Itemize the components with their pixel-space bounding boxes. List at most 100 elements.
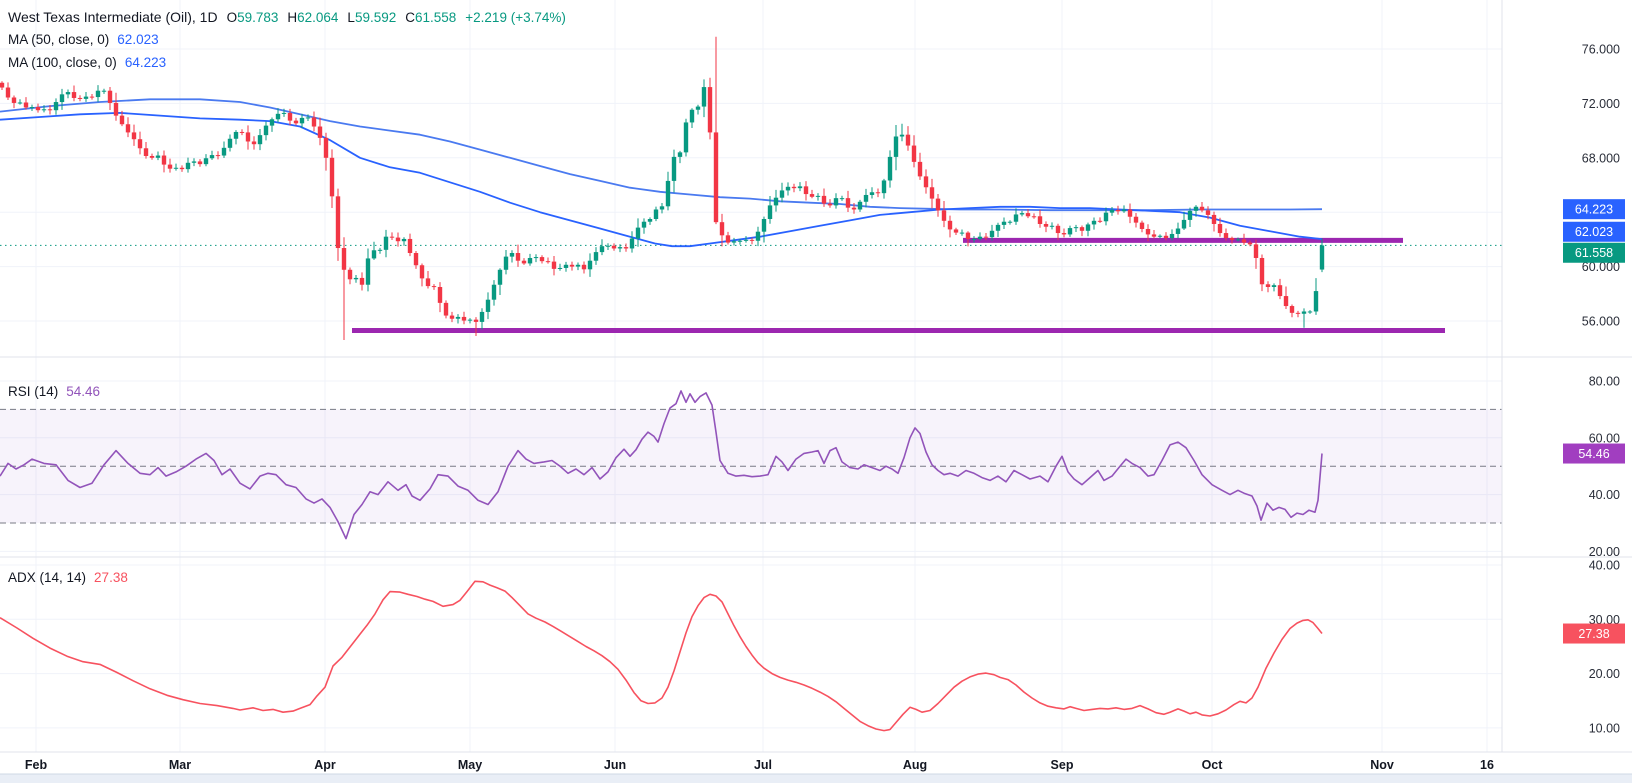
candle-body — [1265, 284, 1271, 287]
candle-body — [251, 141, 257, 145]
candle-body — [809, 194, 815, 197]
candle-body — [569, 264, 575, 267]
adx-legend-row[interactable]: ADX (14, 14) 27.38 — [8, 570, 128, 586]
candle-body — [1013, 214, 1019, 222]
candle-body — [107, 90, 113, 103]
candle-body — [275, 113, 281, 120]
candle-body — [467, 319, 473, 321]
time-axis-label: Mar — [169, 758, 191, 772]
price-axis-badge — [1563, 199, 1625, 220]
adx-axis-label: 20.00 — [1589, 667, 1620, 681]
candle-body — [1007, 221, 1013, 223]
candle-body — [1247, 242, 1253, 245]
candle-body — [65, 92, 71, 95]
candle-body — [1061, 233, 1067, 235]
price-axis-label: 60.000 — [1582, 260, 1620, 274]
candle-body — [1157, 235, 1163, 237]
adx-axis-label: 10.00 — [1589, 721, 1620, 735]
candle-body — [785, 186, 791, 191]
price-axis-label: 56.000 — [1582, 315, 1620, 329]
candle-body — [353, 277, 359, 280]
candle-body — [485, 299, 491, 312]
candle-body — [533, 257, 539, 259]
candle-body — [1181, 219, 1187, 229]
candle-body — [119, 115, 125, 125]
candle-body — [851, 207, 857, 210]
candle-body — [1271, 285, 1277, 287]
candle-body — [881, 180, 887, 194]
time-axis-label: Apr — [314, 758, 336, 772]
candle-body — [539, 257, 545, 262]
candle-body — [749, 239, 755, 241]
candle-body — [1121, 209, 1127, 212]
candle-body — [887, 156, 893, 181]
candle-body — [965, 232, 971, 239]
candle-body — [233, 131, 239, 139]
candle-body — [995, 224, 1001, 231]
candle-body — [1073, 227, 1079, 229]
candle-body — [683, 122, 689, 153]
candle-body — [899, 134, 905, 137]
candle-body — [659, 206, 665, 210]
candle-body — [431, 286, 437, 288]
candle-body — [779, 190, 785, 198]
candle-body — [509, 253, 515, 257]
rsi-legend-row[interactable]: RSI (14) 54.46 — [8, 384, 100, 400]
candle-body — [1223, 233, 1229, 239]
candle-body — [35, 107, 41, 111]
candle-body — [341, 248, 347, 270]
time-axis-label: Sep — [1051, 758, 1074, 772]
candle-body — [1253, 244, 1259, 258]
ma100-legend-row[interactable]: MA (100, close, 0) 64.223 — [8, 55, 166, 71]
candle-body — [1085, 224, 1091, 231]
symbol-legend-row[interactable]: West Texas Intermediate (Oil), 1D O59.783… — [8, 9, 566, 26]
price-axis-badge — [1563, 221, 1625, 242]
rsi-axis-label: 60.00 — [1589, 431, 1620, 445]
ma100-value: 64.223 — [124, 55, 167, 70]
low-label: L — [347, 10, 355, 25]
candle-body — [635, 227, 641, 239]
candle-body — [221, 147, 227, 156]
candle-body — [953, 229, 959, 233]
candle-body — [767, 205, 773, 219]
candle-body — [557, 267, 563, 269]
candle-body — [527, 257, 533, 264]
candle-body — [479, 311, 485, 322]
candle-body — [191, 161, 197, 163]
candle-body — [893, 136, 899, 157]
candle-body — [227, 138, 233, 148]
candle-body — [1229, 238, 1235, 240]
price-axis-badge-text: 61.558 — [1575, 246, 1613, 260]
candle-body — [269, 119, 275, 126]
candle-body — [551, 261, 557, 269]
candle-body — [593, 252, 599, 261]
candle-body — [245, 132, 251, 142]
candle-body — [395, 237, 401, 242]
price-axis-label: 68.000 — [1582, 151, 1620, 165]
candle-body — [473, 319, 479, 322]
candle-body — [347, 269, 353, 280]
candle-body — [1139, 222, 1145, 229]
candle-body — [131, 132, 137, 140]
candle-body — [545, 261, 551, 263]
candle-body — [1067, 228, 1073, 235]
rsi-line — [0, 390, 1323, 540]
candle-body — [791, 186, 797, 189]
candle-body — [1289, 306, 1295, 313]
candle-body — [83, 96, 89, 99]
ma50-legend-row[interactable]: MA (50, close, 0) 62.023 — [8, 32, 159, 48]
adx-label: ADX (14, 14) — [8, 570, 87, 585]
symbol-title: West Texas Intermediate (Oil), 1D — [8, 9, 218, 25]
candle-body — [491, 284, 497, 300]
candle-body — [1211, 214, 1217, 224]
candle-body — [941, 210, 947, 221]
candle-body — [209, 155, 215, 159]
candle-body — [845, 198, 851, 208]
candle-body — [419, 265, 425, 279]
ma50-value: 62.023 — [117, 32, 159, 47]
rsi-axis-label: 20.00 — [1589, 545, 1620, 559]
time-axis-label: 16 — [1480, 758, 1494, 772]
candle-body — [161, 155, 167, 165]
candle-body — [437, 287, 443, 303]
